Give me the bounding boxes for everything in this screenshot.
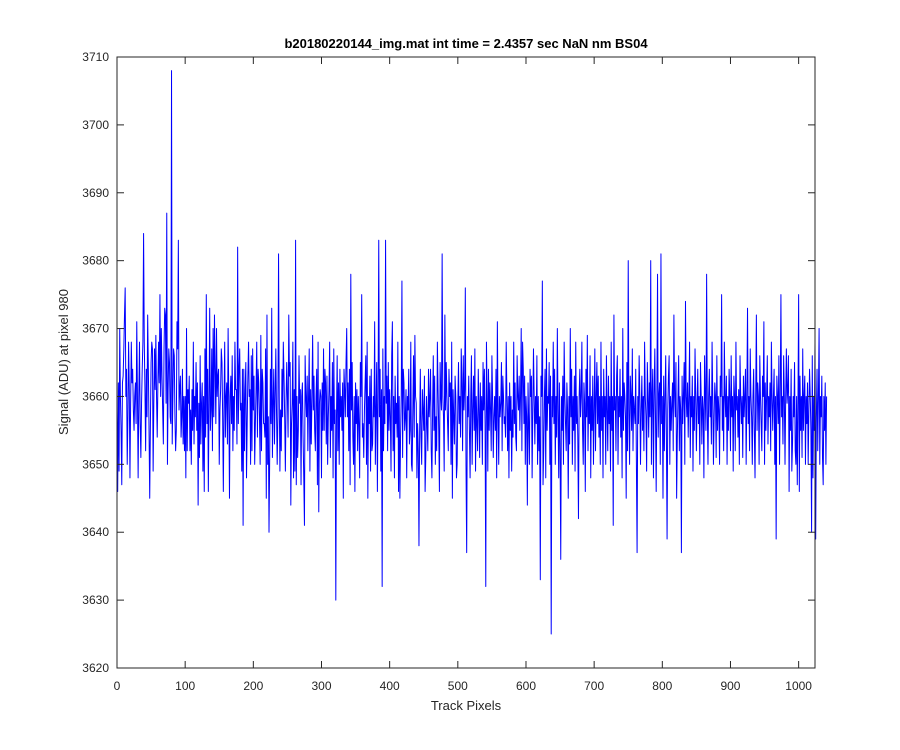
x-tick-label: 800 — [652, 679, 672, 693]
x-axis-label: Track Pixels — [431, 698, 502, 713]
y-tick-label: 3650 — [82, 457, 109, 471]
tick-layer: 0 100 200 300 400 500 600 700 800 900 1000 3620 3630… — [82, 50, 815, 693]
x-tick-label: 500 — [448, 679, 468, 693]
y-tick-label: 3690 — [82, 186, 109, 200]
y-tick-label: 3640 — [82, 525, 109, 539]
x-tick-label: 700 — [584, 679, 604, 693]
x-tick-label: 600 — [516, 679, 536, 693]
y-tick-label: 3670 — [82, 322, 109, 336]
y-tick-label: 3710 — [82, 50, 109, 64]
x-tick-label: 0 — [114, 679, 121, 693]
x-tick-label: 300 — [311, 679, 331, 693]
chart-title: b20180220144_img.mat int time = 2.4357 s… — [284, 36, 648, 51]
x-tick-label: 100 — [175, 679, 195, 693]
series-layer — [116, 70, 828, 635]
axes-box — [116, 56, 816, 669]
series-line-0 — [116, 70, 828, 635]
y-tick-label: 3660 — [82, 389, 109, 403]
y-tick-label: 3620 — [82, 661, 109, 675]
y-tick-label: 3700 — [82, 118, 109, 132]
y-tick-label: 3630 — [82, 593, 109, 607]
x-tick-label: 900 — [720, 679, 740, 693]
y-axis-label: Signal (ADU) at pixel 980 — [56, 289, 71, 435]
y-tick-label: 3680 — [82, 254, 109, 268]
x-tick-label: 200 — [243, 679, 263, 693]
x-tick-label: 400 — [380, 679, 400, 693]
x-tick-label: 1000 — [785, 679, 812, 693]
